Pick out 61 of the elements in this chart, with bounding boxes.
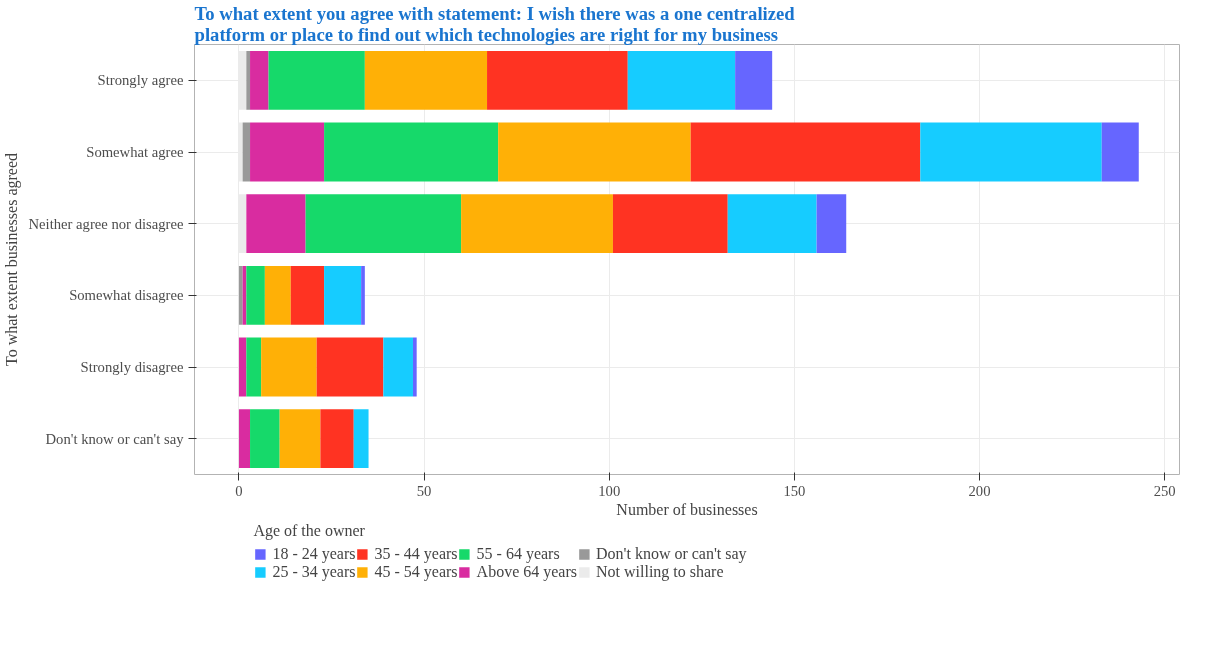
bar [246, 50, 251, 110]
y-tick-label: Strongly agree [97, 72, 184, 89]
x-tick-label: 50 [416, 482, 432, 499]
bar [461, 194, 613, 254]
bar [727, 194, 817, 254]
bar [612, 194, 728, 254]
chart-title: To what extent you agree with statement: I wish there was a one centralized platform or place to find out which technologies are right for my business [194, 2, 796, 45]
bar [487, 50, 628, 110]
legend-label: 55 - 64 years [476, 544, 560, 563]
bar [920, 122, 1102, 182]
x-tick-label: 0 [235, 482, 243, 499]
legend-label: 25 - 34 years [272, 562, 356, 581]
bar [279, 409, 321, 469]
y-axis-title: To what extent businesses agreed [3, 152, 22, 367]
bar [324, 265, 362, 325]
bar [412, 337, 417, 397]
x-axis-title: Number of businesses [616, 500, 758, 518]
bar [238, 265, 243, 325]
legend-label: Above 64 years [476, 562, 577, 581]
bar [735, 50, 773, 110]
bar [361, 265, 365, 325]
y-tick-label: Somewhat disagree [69, 287, 184, 304]
bar [498, 122, 691, 182]
bar [268, 50, 365, 110]
bar [261, 337, 317, 397]
y-tick-label: Somewhat agree [86, 144, 184, 160]
x-tick-label: 250 [1153, 482, 1176, 499]
bar [246, 337, 262, 397]
bar [320, 409, 354, 469]
bar [305, 194, 462, 254]
bar [324, 122, 499, 182]
y-tick-label: Don't know or can't say [45, 430, 185, 447]
bar [364, 50, 488, 110]
legend-label: 18 - 24 years [272, 544, 356, 563]
bar [238, 409, 251, 469]
bar [816, 194, 847, 254]
legend-label: 45 - 54 years [374, 562, 458, 581]
bar [264, 265, 291, 325]
legend-label: Don't know or can't say [595, 544, 747, 563]
bar [353, 409, 369, 469]
bar [290, 265, 325, 325]
bar [246, 265, 265, 325]
bar [250, 50, 269, 110]
legend-label: Not willing to share [595, 562, 724, 581]
legend-label: 35 - 44 years [374, 544, 458, 563]
bar [242, 122, 251, 182]
bar [250, 122, 325, 182]
bar [250, 409, 280, 469]
y-tick-label: Strongly disagree [80, 359, 184, 375]
bar [316, 337, 384, 397]
x-tick-label: 150 [783, 482, 806, 499]
bar [246, 194, 306, 254]
bar [690, 122, 921, 182]
bar [383, 337, 413, 397]
bar [238, 337, 247, 397]
x-tick-label: 100 [598, 482, 621, 499]
bar [627, 50, 736, 110]
bar [1101, 122, 1139, 182]
x-tick-label: 200 [968, 482, 991, 499]
y-tick-label: Neither agree nor disagree [28, 215, 184, 232]
legend-title: Age of the owner [253, 521, 366, 540]
